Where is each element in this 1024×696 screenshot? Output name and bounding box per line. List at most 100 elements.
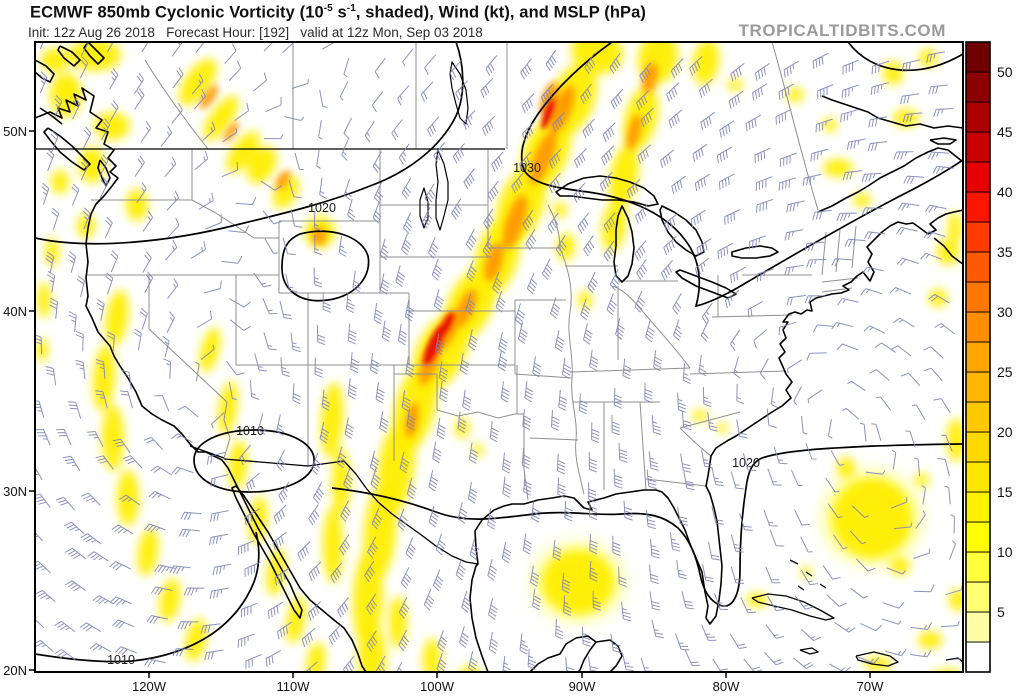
colorbar-cell	[965, 641, 991, 673]
vorticity-blob	[440, 312, 454, 336]
colorbar-cell	[965, 311, 991, 343]
colorbar-label: 30	[997, 304, 1013, 320]
vorticity-blob	[276, 170, 290, 190]
vorticity-blob	[864, 657, 892, 671]
vorticity-blob	[332, 449, 350, 515]
vorticity-blob	[423, 638, 441, 672]
colorbar-label: 10	[997, 544, 1013, 560]
mslp-contour	[281, 230, 370, 302]
vorticity-blob	[199, 85, 219, 109]
chart-title: ECMWF 850mb Cyclonic Vorticity (10-5 s-1…	[30, 3, 646, 23]
latitude-tick-label: 20N	[3, 663, 27, 678]
vorticity-blob	[692, 410, 708, 422]
longitude-tick-label: 80W	[713, 679, 740, 694]
vorticity-blob	[226, 131, 260, 173]
colorbar-border	[965, 41, 991, 673]
vorticity-blob	[423, 324, 445, 366]
vorticity-blob	[105, 290, 129, 346]
vorticity-blob-group	[423, 98, 555, 366]
colorbar-label: 40	[997, 184, 1013, 200]
vorticity-blob	[246, 146, 278, 184]
mslp-contour	[331, 443, 963, 607]
vorticity-blob	[185, 618, 207, 662]
colorbar-label: 50	[997, 64, 1013, 80]
colorbar-cell	[965, 281, 991, 313]
colorbar-label: 15	[997, 484, 1013, 500]
great-lakes	[555, 175, 779, 299]
colorbar-label: 5	[997, 604, 1005, 620]
vorticity-blob	[642, 62, 658, 94]
vorticity-blob	[199, 327, 221, 373]
title-superscript-exponent: -5	[323, 3, 333, 14]
wind-barbs	[35, 42, 963, 672]
vorticity-blob	[542, 550, 614, 614]
vorticity-blob	[352, 548, 384, 648]
vorticity-blob	[692, 42, 720, 85]
colorbar-cell	[965, 461, 991, 493]
vorticity-blob	[389, 596, 407, 648]
title-text: , shaded), Wind (kt), and MSLP (hPa)	[355, 3, 646, 22]
vorticity-blob	[94, 112, 130, 140]
longitude-tick-label: 70W	[857, 679, 884, 694]
longitude-tick-label: 100W	[420, 679, 455, 694]
vorticity-blob	[929, 289, 947, 307]
vorticity-blob	[137, 528, 159, 576]
colorbar-cell	[965, 491, 991, 523]
state-borders-layer	[86, 42, 859, 501]
vorticity-blob	[716, 423, 728, 433]
vorticity-blob	[79, 147, 105, 183]
colorbar-cell	[965, 161, 991, 193]
vorticity-blob	[306, 642, 326, 672]
vorticity-blob	[36, 338, 48, 362]
vorticity-blob	[203, 95, 239, 141]
vorticity-blob	[159, 578, 181, 622]
vorticity-blob	[832, 478, 912, 558]
vorticity-blob	[853, 193, 871, 207]
vorticity-blob	[218, 381, 238, 435]
vorticity-blob	[228, 440, 248, 490]
colorbar-cell	[965, 401, 991, 433]
vorticity-blob	[460, 665, 480, 672]
vorticity-blob	[358, 624, 386, 672]
vorticity-blob	[502, 195, 528, 249]
latitude-axis: 50N 40N 30N 20N	[3, 124, 35, 678]
mslp-contour-label: 1010	[236, 424, 264, 438]
mslp-contour	[847, 42, 963, 72]
title-superscript-exponent: -1	[346, 3, 356, 14]
colorbar-cell	[965, 371, 991, 403]
init-valid-line: Init: 12z Aug 26 2018 Forecast Hour: [19…	[28, 25, 483, 40]
longitude-axis: 120W 110W 100W 90W 80W 70W	[132, 672, 884, 694]
vorticity-blob	[948, 212, 962, 244]
colorbar-label: 35	[997, 244, 1013, 260]
caribbean-islands	[751, 559, 963, 667]
vorticity-blob	[626, 114, 642, 150]
vorticity-blob	[323, 507, 343, 583]
vorticity-blob	[529, 131, 557, 185]
latitude-tick-label: 50N	[3, 124, 27, 139]
vorticity-blob	[890, 557, 910, 575]
longitude-tick-label: 110W	[277, 679, 311, 694]
vorticity-blob	[915, 473, 929, 487]
vorticity-blob	[786, 88, 804, 102]
colorbar: 5 10 15 20 25 30 35 40 45 50	[965, 41, 1013, 673]
colorbar-cell	[965, 521, 991, 553]
vorticity-blob	[508, 678, 532, 696]
vorticity-blob	[41, 48, 69, 72]
vorticity-shading-layer	[36, 42, 963, 696]
vorticity-blob	[352, 680, 372, 696]
longitude-tick-label: 120W	[132, 679, 167, 694]
vorticity-blob	[126, 189, 148, 221]
colorbar-cell	[965, 551, 991, 583]
vorticity-blob	[883, 61, 903, 85]
title-text: s	[332, 3, 347, 22]
mslp-contour-label: 1010	[107, 653, 135, 667]
vorticity-blob	[837, 457, 855, 479]
colorbar-cell	[965, 611, 991, 643]
vorticity-blob	[484, 242, 504, 282]
vorticity-blob	[949, 589, 963, 611]
colorbar-cell	[965, 71, 991, 103]
colorbar-label: 20	[997, 424, 1013, 440]
map-frame	[34, 41, 964, 673]
vorticity-blob	[179, 58, 217, 106]
